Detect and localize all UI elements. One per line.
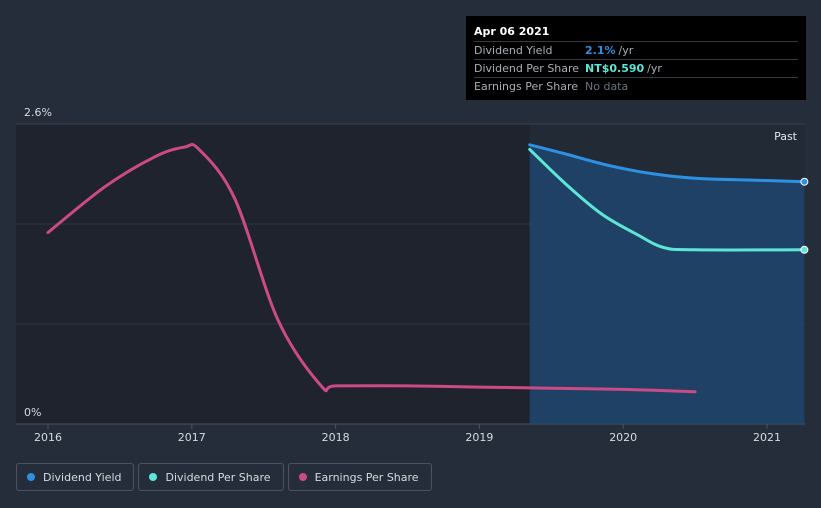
x-tick-label-2019: 2019 [465, 431, 493, 444]
tooltip-label: Dividend Per Share [474, 62, 580, 75]
legend-label: Earnings Per Share [314, 470, 419, 484]
dividend-yield-end-marker [800, 177, 809, 186]
x-tick-label-2018: 2018 [322, 431, 350, 444]
dividend-per-share-line [528, 147, 806, 252]
x-tick-label-2016: 2016 [34, 431, 62, 444]
tooltip-row-dividend-per-share: Dividend Per Share NT$0.590 /yr [474, 59, 798, 77]
tooltip-unit: /yr [647, 62, 662, 75]
x-tick-label-2017: 2017 [178, 431, 206, 444]
earnings-per-share-line [46, 143, 697, 394]
x-axis-ticks: 2016 2017 2018 2019 2020 2021 [34, 424, 781, 444]
y-axis-top-label: 2.6% [24, 106, 52, 119]
tooltip-value: 2.1% [585, 44, 616, 57]
tooltip: Apr 06 2021 Dividend Yield 2.1% /yr Divi… [466, 16, 806, 100]
legend: Dividend Yield Dividend Per Share Earnin… [16, 463, 432, 491]
series-lines [46, 143, 806, 394]
series-areas [529, 144, 805, 425]
dividend-per-share-end-marker [800, 245, 809, 254]
legend-label: Dividend Per Share [165, 470, 271, 484]
tooltip-value: NT$0.590 [585, 62, 645, 75]
x-tick-label-2021: 2021 [753, 431, 781, 444]
legend-item-dividend-yield[interactable]: Dividend Yield [16, 463, 135, 491]
past-label: Past [774, 130, 798, 143]
tooltip-row-earnings-per-share: Earnings Per Share No data [474, 77, 798, 95]
legend-item-dividend-per-share[interactable]: Dividend Per Share [138, 463, 284, 491]
tooltip-label: Earnings Per Share [474, 80, 579, 93]
legend-item-earnings-per-share[interactable]: Earnings Per Share [287, 463, 432, 491]
series-end-markers [800, 177, 809, 254]
tooltip-row-dividend-yield: Dividend Yield 2.1% /yr [474, 41, 798, 59]
dividend-yield-area [529, 144, 805, 425]
x-tick-label-2020: 2020 [609, 431, 637, 444]
tooltip-date: Apr 06 2021 [474, 25, 550, 38]
earnings-per-share-dot-icon [298, 473, 307, 481]
tooltip-value: No data [585, 80, 629, 93]
y-axis-bottom-label: 0% [24, 406, 41, 419]
dividend-yield-dot-icon [27, 473, 35, 481]
dividend-yield-line [528, 143, 806, 184]
tooltip-label: Dividend Yield [474, 44, 553, 57]
legend-label: Dividend Yield [43, 470, 122, 484]
tooltip-unit: /yr [618, 44, 634, 57]
dividend-per-share-dot-icon [149, 473, 158, 481]
